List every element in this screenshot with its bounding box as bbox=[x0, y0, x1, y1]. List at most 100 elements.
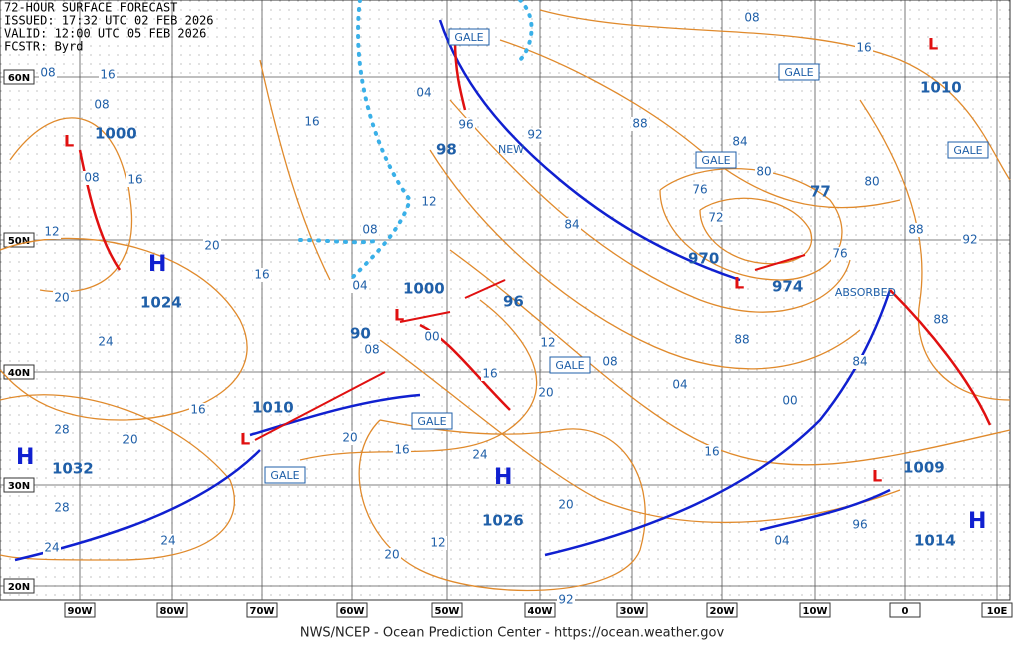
isobar-label-bg bbox=[557, 498, 575, 512]
isobar-label-bg bbox=[731, 135, 749, 149]
isobar-label-bg bbox=[932, 313, 950, 327]
isobar-label-bg bbox=[707, 211, 725, 225]
longitude-label: 80W bbox=[160, 606, 185, 617]
pressure-value: 98 bbox=[436, 141, 457, 159]
gale-box bbox=[549, 356, 591, 374]
isobar-label: 28 bbox=[54, 501, 69, 515]
isobar-label-bg bbox=[537, 386, 555, 400]
isobar-label: 24 bbox=[160, 534, 175, 548]
center-pressure: 1010 bbox=[252, 399, 294, 417]
isobar-label: 24 bbox=[472, 448, 487, 462]
pressure-value: 77 bbox=[810, 183, 831, 201]
latitude-box bbox=[3, 477, 35, 493]
isobar-label-bg bbox=[831, 247, 849, 261]
isobar-label-bg bbox=[691, 183, 709, 197]
isobar-label: 16 bbox=[482, 367, 497, 381]
isobar-label: 92 bbox=[527, 128, 542, 142]
isobar-label: 08 bbox=[94, 98, 109, 112]
isobar-label: 16 bbox=[190, 403, 205, 417]
footer: NWS/NCEP - Ocean Prediction Center - htt… bbox=[300, 626, 725, 641]
center-pressure: 1014 bbox=[914, 532, 956, 550]
center-pressure: 1000 bbox=[403, 280, 445, 298]
isobar-label-bg bbox=[743, 11, 761, 25]
center-pressure: 1032 bbox=[52, 460, 94, 478]
map-background bbox=[0, 0, 1010, 600]
isobar-label-bg bbox=[203, 239, 221, 253]
isobar-label: 16 bbox=[394, 443, 409, 457]
isobar-label: 84 bbox=[564, 218, 579, 232]
isobar-label-bg bbox=[563, 218, 581, 232]
header-line: ISSUED: 17:32 UTC 02 FEB 2026 bbox=[4, 14, 214, 28]
gale-box bbox=[778, 63, 820, 81]
center-pressure: 1024 bbox=[140, 294, 182, 312]
longitude-box bbox=[156, 602, 188, 618]
note: ABSORBED bbox=[835, 286, 896, 299]
isobar-label-bg bbox=[99, 68, 117, 82]
latitude-box bbox=[3, 232, 35, 248]
longitude-label: 10W bbox=[803, 606, 828, 617]
isobar-label-bg bbox=[601, 355, 619, 369]
isobar-label-bg bbox=[457, 118, 475, 132]
isobar-label-bg bbox=[189, 403, 207, 417]
gale-warning: GALE bbox=[270, 469, 299, 482]
isobar-label: 96 bbox=[458, 118, 473, 132]
isobar-label: 08 bbox=[602, 355, 617, 369]
isobar-label-bg bbox=[39, 66, 57, 80]
isobar-label: 20 bbox=[54, 291, 69, 305]
isobar-label: 00 bbox=[424, 330, 439, 344]
isobar-label: 88 bbox=[632, 117, 647, 131]
longitude-label: 40W bbox=[528, 606, 553, 617]
gale-box bbox=[411, 412, 453, 430]
center-pressure: 1026 bbox=[482, 512, 524, 530]
isobar-label-bg bbox=[97, 335, 115, 349]
longitude-label: 10E bbox=[987, 606, 1008, 617]
isobar-label-bg bbox=[755, 165, 773, 179]
isobar-label: 08 bbox=[744, 11, 759, 25]
latitude-label: 20N bbox=[8, 582, 30, 593]
longitude-box bbox=[616, 602, 648, 618]
isobar-label-bg bbox=[43, 225, 61, 239]
isobar-label-bg bbox=[429, 536, 447, 550]
center-symbol: L bbox=[928, 35, 938, 54]
longitude-label: 20W bbox=[710, 606, 735, 617]
isobar-label: 16 bbox=[127, 173, 142, 187]
longitude-box bbox=[706, 602, 738, 618]
gale-warning: GALE bbox=[555, 359, 584, 372]
isobar-label: 08 bbox=[84, 171, 99, 185]
isobar-label-bg bbox=[481, 367, 499, 381]
center-pressure: 1010 bbox=[920, 79, 962, 97]
longitude-label: 50W bbox=[435, 606, 460, 617]
isobar-label-bg bbox=[83, 171, 101, 185]
isobar-label-bg bbox=[53, 423, 71, 437]
center-symbol: H bbox=[494, 465, 512, 490]
isobar-label: 00 bbox=[782, 394, 797, 408]
isobar-label: 72 bbox=[708, 211, 723, 225]
isobar-label-bg bbox=[303, 115, 321, 129]
isobar-label-bg bbox=[773, 534, 791, 548]
isobar-label-bg bbox=[383, 548, 401, 562]
isobar-label: 92 bbox=[558, 593, 573, 607]
labels: 72-HOUR SURFACE FORECAST ISSUED: 17:32 U… bbox=[4, 1, 989, 641]
isobar-label-bg bbox=[423, 330, 441, 344]
latitude-label: 40N bbox=[8, 368, 30, 379]
longitude-box bbox=[246, 602, 278, 618]
isobar-label: 12 bbox=[430, 536, 445, 550]
isobar-label: 20 bbox=[558, 498, 573, 512]
isobar-label-bg bbox=[781, 394, 799, 408]
latitude-box bbox=[3, 578, 35, 594]
isobar-label-bg bbox=[703, 445, 721, 459]
map-frame bbox=[0, 0, 1011, 601]
isobar-label: 84 bbox=[852, 355, 867, 369]
longitude-box bbox=[889, 602, 921, 618]
gale-box bbox=[947, 141, 989, 159]
isobar-label-bg bbox=[855, 41, 873, 55]
gale-warning: GALE bbox=[953, 144, 982, 157]
isobar-label-bg bbox=[159, 534, 177, 548]
longitude-box bbox=[799, 602, 831, 618]
isobar-label: 88 bbox=[908, 223, 923, 237]
longitude-label: 70W bbox=[250, 606, 275, 617]
center-pressure: 1000 bbox=[95, 125, 137, 143]
center-pressure: 970 bbox=[688, 250, 719, 268]
isobar-label-bg bbox=[363, 343, 381, 357]
